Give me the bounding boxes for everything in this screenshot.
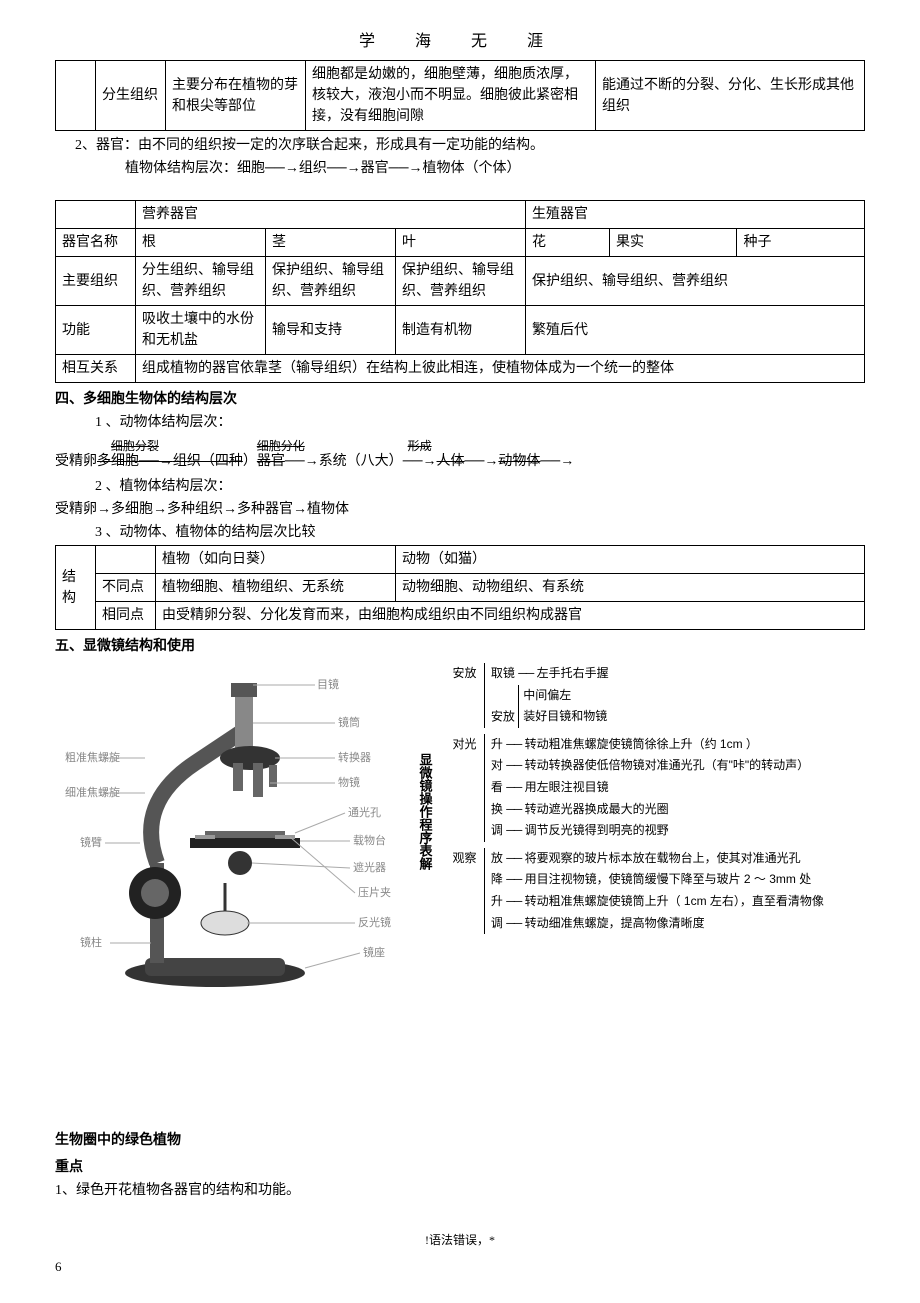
lbl-tube: 镜筒 xyxy=(338,715,360,729)
table-tissue-fragment: 分生组织 主要分布在植物的芽和根尖等部位 细胞都是幼嫩的，细胞壁薄，细胞质浓厚，… xyxy=(55,60,865,131)
lbl-pillar: 镜柱 xyxy=(80,935,102,949)
t2-h-repro: 生殖器官 xyxy=(526,201,865,229)
t1-c2: 主要分布在植物的芽和根尖等部位 xyxy=(166,61,306,131)
t1-c1: 分生组织 xyxy=(96,61,166,131)
bottom-sub: 重点 xyxy=(55,1157,865,1178)
t2-r-name: 器官名称 xyxy=(56,229,136,257)
t2-r-tissue: 主要组织 xyxy=(56,257,136,306)
lbl-fine: 细准焦螺旋 xyxy=(65,785,120,799)
lbl-stage: 载物台 xyxy=(353,833,386,847)
sec4-p1: 1 、动物体结构层次： xyxy=(95,412,865,433)
lbl-arm: 镜臂 xyxy=(80,835,102,849)
microscope-ops: 安放 取镜 ── 左手托右手握 安放 中间偏左装好目镜和物镜 对光 升 ── 转… xyxy=(445,663,866,1010)
t2-r-func: 功能 xyxy=(56,306,136,355)
lbl-hole: 通光孔 xyxy=(348,805,381,819)
lbl-base: 镜座 xyxy=(363,945,385,959)
bottom-title: 生物圈中的绿色植物 xyxy=(55,1130,865,1151)
ops-col-title: 显微镜操作程序表解 xyxy=(415,663,435,1010)
lbl-obj: 物镜 xyxy=(338,775,360,789)
lbl-eye: 目镜 xyxy=(317,677,339,691)
footer-error: !语法错误，* xyxy=(55,1231,865,1249)
page-number: 6 xyxy=(55,1257,865,1277)
text-organ-def: 2、器官：由不同的组织按一定的次序联合起来，形成具有一定功能的结构。 xyxy=(75,135,865,156)
text-plant-hierarchy: 植物体结构层次：细胞──→组织──→器官──→植物体（个体） xyxy=(125,158,865,179)
sec4-p3: 3 、动物体、植物体的结构层次比较 xyxy=(95,522,865,543)
lbl-clip: 压片夹 xyxy=(358,886,391,899)
table-organs: 营养器官 生殖器官 器官名称 根 茎 叶 花 果实 种子 主要组织 分生组织、输… xyxy=(55,200,865,383)
lbl-rev: 转换器 xyxy=(338,750,371,764)
microscope-diagram: 目镜 粗准焦螺旋 细准焦螺旋 镜臂 镜柱 镜筒 转换器 物镜 通光孔 载物台 遮… xyxy=(55,663,405,1010)
lbl-diaph: 遮光器 xyxy=(353,860,386,874)
sec4-title: 四、多细胞生物体的结构层次 xyxy=(55,389,865,410)
flow-plant: 受精卵→多细胞→多种组织→多种器官→植物体 xyxy=(55,499,865,520)
bottom-p1: 1、绿色开花植物各器官的结构和功能。 xyxy=(55,1180,865,1201)
sec4-p2: 2 、植物体结构层次： xyxy=(95,476,865,497)
page-header: 学 海 无 涯 xyxy=(55,30,865,54)
t2-r-rel: 相互关系 xyxy=(56,355,136,383)
sec5-title: 五、显微镜结构和使用 xyxy=(55,636,865,657)
table-compare: 结构 植物（如向日葵） 动物（如猫） 不同点 植物细胞、植物组织、无系统 动物细… xyxy=(55,545,865,630)
t2-h-nutri: 营养器官 xyxy=(136,201,526,229)
lbl-coarse: 粗准焦螺旋 xyxy=(65,750,120,764)
lbl-mirror: 反光镜 xyxy=(358,915,391,929)
t1-c3: 细胞都是幼嫩的，细胞壁薄，细胞质浓厚，核较大，液泡小而不明显。细胞彼此紧密相接，… xyxy=(306,61,596,131)
t1-c4: 能通过不断的分裂、分化、生长形成其他组织 xyxy=(596,61,865,131)
flow-animal: 受精卵细胞分裂多细胞──→组织（四种细胞分化）器官──→系统（八大）形成──→人… xyxy=(55,451,865,472)
